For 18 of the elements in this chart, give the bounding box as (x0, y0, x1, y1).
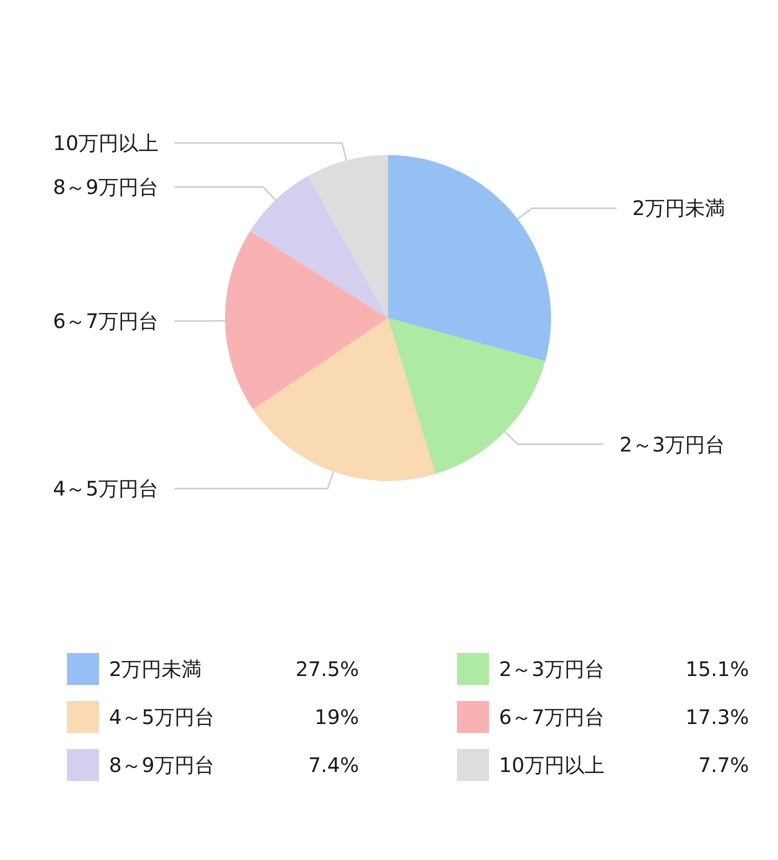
data-label: 27.5% (295, 657, 359, 681)
slice-label: 4～5万円台 (53, 476, 158, 501)
data-label: 17.3% (685, 705, 749, 729)
slice-label: 2万円未満 (632, 196, 725, 220)
legend-label: 2万円未満 (109, 657, 202, 681)
data-label: 15.1% (685, 657, 749, 681)
slice-label: 6～7万円台 (53, 309, 158, 334)
data-label: 19% (314, 705, 359, 729)
legend-label: 4～5万円台 (109, 705, 214, 729)
legend-label: 6～7万円台 (499, 705, 604, 729)
slice-label: 8～9万円台 (53, 175, 158, 200)
legend-label: 10万円以上 (499, 753, 604, 777)
data-label: 7.7% (698, 753, 749, 777)
legend-label: 8～9万円台 (109, 753, 214, 777)
legend-label: 2～3万円台 (499, 657, 604, 681)
slice-label: 2～3万円台 (620, 432, 725, 456)
slice-label: 10万円以上 (53, 130, 158, 155)
data-label: 7.4% (308, 753, 359, 777)
